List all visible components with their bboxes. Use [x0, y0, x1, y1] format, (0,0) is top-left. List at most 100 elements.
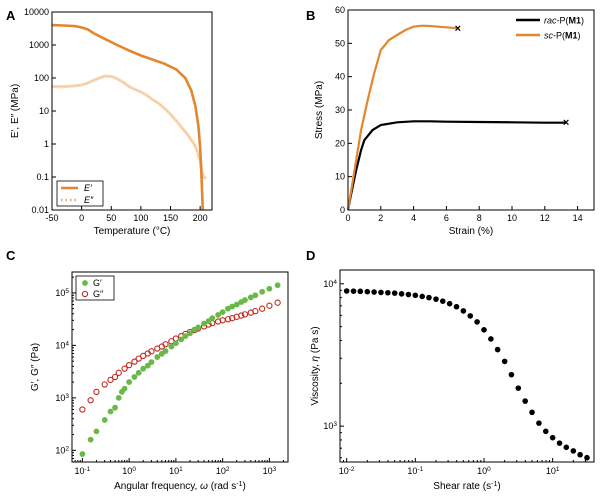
- label-part: Viscosity,: [310, 361, 321, 405]
- data-point-g-double-prime: [259, 305, 266, 312]
- data-point-viscosity: [501, 358, 508, 365]
- data-point-viscosity: [570, 448, 577, 454]
- data-point-g-prime: [144, 362, 151, 369]
- series-line-e-double-prime: [52, 74, 207, 180]
- y-tick-label: 104: [55, 340, 69, 351]
- panel-c: C 10-1 100 101 102 103 102 103 104 105 Angular fre…: [6, 248, 289, 492]
- data-point-g-prime: [201, 320, 207, 327]
- y-axis-label: E′, E″ (MPa): [10, 84, 21, 138]
- data-point-g-double-prime: [93, 388, 100, 396]
- break-point-marker: ×: [455, 23, 461, 35]
- legend-label-g-prime: G′: [93, 278, 102, 288]
- data-point-g-double-prime: [107, 376, 114, 384]
- data-point-viscosity: [556, 440, 563, 446]
- data-point-g-double-prime: [101, 381, 108, 388]
- data-point-viscosity: [405, 291, 412, 298]
- data-point-g-double-prime: [125, 362, 133, 369]
- y-tick-label: 103: [55, 392, 69, 403]
- data-point-viscosity: [488, 336, 494, 342]
- label-part: Temperature (°C): [94, 226, 171, 237]
- y-tick-label: 103: [323, 421, 337, 432]
- label-part: Strain (%): [449, 226, 493, 237]
- data-point-g-double-prime: [87, 397, 94, 404]
- label-part: Angular frequency,: [114, 481, 200, 492]
- data-point-viscosity: [419, 293, 426, 300]
- legend: E′ E″: [56, 180, 104, 207]
- y-tick-label: 0.1: [36, 172, 49, 182]
- data-point-viscosity: [584, 454, 590, 461]
- y-tick-label: 0: [340, 205, 345, 215]
- y-tick-label: 104: [323, 278, 337, 289]
- data-point-g-prime: [121, 385, 128, 392]
- x-tick-label: 50: [106, 213, 116, 223]
- data-point-g-prime: [182, 333, 189, 340]
- data-point-viscosity: [357, 288, 364, 295]
- label-part: -P(: [557, 16, 569, 26]
- label-part: Shear rate (s: [433, 481, 491, 492]
- data-point-g-prime: [93, 428, 100, 435]
- legend-label-e-double-prime: E″: [84, 195, 94, 205]
- legend-label-g-double-prime: G″: [93, 289, 104, 299]
- plot-frame: [339, 269, 595, 463]
- data-point-viscosity: [522, 398, 528, 404]
- data-point-g-double-prime: [252, 307, 259, 315]
- data-point-g-prime: [107, 408, 114, 415]
- data-point-g-double-prime: [115, 369, 122, 376]
- x-tick-label: 10-2: [339, 466, 355, 477]
- y-axis-label: G′, G″ (Pa): [30, 343, 41, 391]
- label-part: M1: [565, 31, 578, 41]
- data-point-g-prime: [126, 379, 133, 385]
- legend-swatch-g-prime: [82, 280, 88, 286]
- legend-box: [56, 180, 104, 207]
- data-point-g-prime: [252, 292, 259, 299]
- y-tick-label: 40: [335, 72, 345, 82]
- data-point-g-prime: [233, 301, 240, 308]
- data-point-g-prime: [140, 365, 147, 372]
- y-tick-label: 50: [335, 38, 345, 48]
- y-tick-label: 0.01: [31, 205, 49, 215]
- label-part: ω: [200, 481, 208, 492]
- data-point-viscosity: [542, 428, 549, 435]
- data-point-g-prime: [178, 336, 185, 343]
- data-point-g-double-prime: [135, 355, 142, 362]
- y-tick-label: 1: [44, 139, 49, 149]
- data-point-g-prime: [148, 359, 155, 366]
- data-point-viscosity: [446, 300, 453, 307]
- data-point-g-prime: [101, 417, 108, 423]
- data-point-viscosity: [467, 313, 474, 319]
- data-point-g-prime: [135, 369, 142, 376]
- panel-a: A -50 0 50 100 150 200 0.01 0.1 1 10 100 1000 10000 Te…: [6, 7, 213, 237]
- x-tick-label: 0: [79, 213, 84, 223]
- data-point-viscosity: [350, 288, 357, 294]
- series-line: [346, 120, 567, 211]
- data-point-viscosity: [439, 298, 446, 304]
- legend-swatch-g-double-prime: [81, 290, 89, 298]
- data-point-g-prime: [79, 451, 86, 457]
- x-tick-label: 4: [411, 213, 416, 223]
- panel-letter: A: [6, 8, 16, 23]
- legend-box: [75, 275, 115, 301]
- x-axis-label: Strain (%): [449, 226, 493, 237]
- data-point-viscosity: [536, 420, 542, 426]
- x-tick-label: 0: [345, 213, 350, 223]
- data-point-viscosity: [391, 290, 398, 296]
- data-point-g-prime: [266, 285, 273, 292]
- series-line-e-double-prime-dots: [52, 75, 207, 179]
- series-line: [346, 24, 458, 211]
- data-point-g-prime: [242, 297, 248, 303]
- y-tick-label: 105: [55, 287, 69, 298]
- y-axis-label: Viscosity, η (Pa s): [310, 326, 321, 405]
- x-tick-label: 14: [573, 213, 583, 223]
- y-tick-label: 102: [55, 445, 69, 456]
- y-tick-label: 10000: [24, 7, 49, 17]
- data-point-g-prime: [115, 394, 122, 401]
- plot-frame: [71, 271, 289, 463]
- label-part: η: [310, 355, 321, 361]
- data-point-g-double-prime: [131, 358, 138, 365]
- y-axis-label: Stress (MPa): [314, 81, 325, 139]
- data-point-viscosity: [398, 291, 405, 297]
- data-point-g-double-prime: [238, 312, 245, 319]
- data-point-g-prime: [219, 309, 226, 316]
- label-part: ): [243, 481, 246, 492]
